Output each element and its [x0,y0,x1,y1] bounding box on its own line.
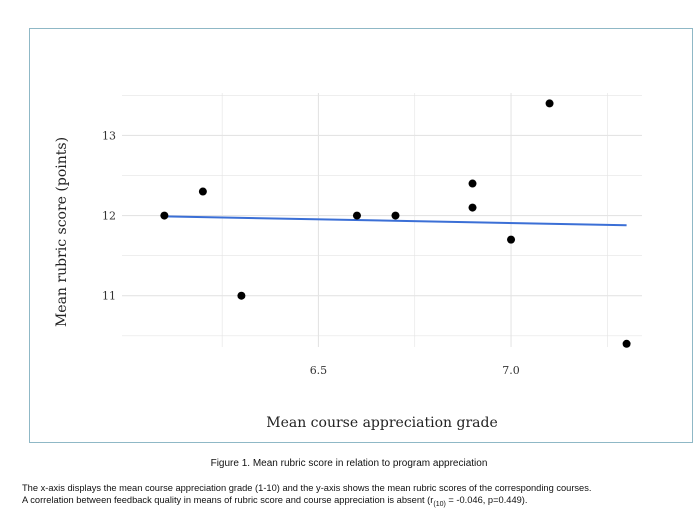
data-point [468,179,477,188]
y-tick-label: 13 [102,129,116,142]
caption-line-1: The x-axis displays the mean course appr… [22,483,592,493]
caption-line-2-stats: = -0.046, p=0.449). [445,495,528,505]
data-point [507,235,516,244]
x-tick-label: 6.5 [310,364,328,377]
data-point [468,203,477,212]
x-axis-title: Mean course appreciation grade [266,415,498,431]
caption-line-2: A correlation between feedback quality i… [22,494,682,511]
data-point [391,211,400,220]
y-tick-label: 12 [102,210,116,223]
x-tick-label: 7.0 [502,364,520,377]
y-tick-label: 11 [102,290,116,303]
caption-line-2-text: A correlation between feedback quality i… [22,495,434,505]
data-point [622,339,631,348]
data-point [160,211,169,220]
data-point [198,187,207,196]
figure-caption-body: The x-axis displays the mean course appr… [22,482,682,511]
y-axis-title: Mean rubric score (points) [54,137,70,327]
trend-line [164,215,627,227]
data-point [237,291,246,300]
chart-frame: 11 12 13 6.5 7.0 Mean course appreciation gra… [29,28,693,443]
data-point [545,99,554,108]
caption-subscript: (10) [433,500,446,508]
scatter-chart: 11 12 13 6.5 7.0 Mean course appreciation gra… [54,93,642,431]
data-point [352,211,361,220]
figure-caption-title: Figure 1. Mean rubric score in relation … [210,458,488,469]
